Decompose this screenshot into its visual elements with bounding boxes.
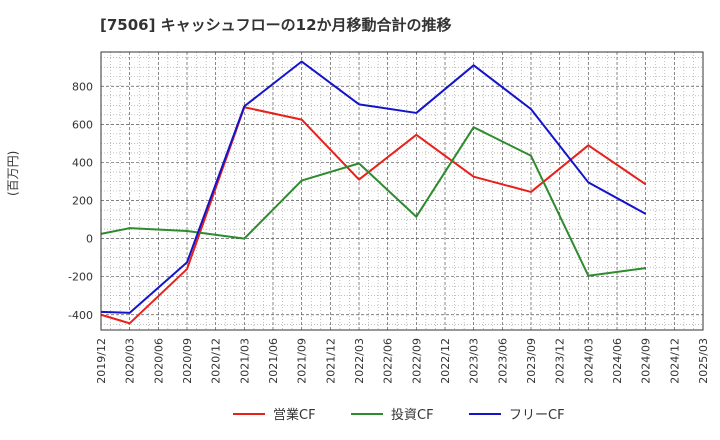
x-tick-label: 2020/03 xyxy=(124,338,137,384)
y-tick-label: 0 xyxy=(86,233,93,246)
legend-label: 営業CF xyxy=(273,407,316,423)
y-tick-label: -200 xyxy=(68,271,93,284)
x-tick-label: 2023/09 xyxy=(525,338,538,384)
x-tick-label: 2022/09 xyxy=(410,338,423,384)
x-tick-label: 2022/06 xyxy=(382,338,395,384)
x-tick-label: 2020/09 xyxy=(181,338,194,384)
series-line xyxy=(100,60,647,314)
y-tick-label: -400 xyxy=(68,309,93,322)
y-tick-label: 400 xyxy=(72,156,93,169)
x-tick-label: 2019/12 xyxy=(95,338,108,384)
x-tick-label: 2025/03 xyxy=(697,338,710,384)
x-tick-label: 2023/03 xyxy=(468,338,481,384)
series-lines xyxy=(100,60,647,325)
series-line xyxy=(100,106,647,325)
y-tick-label: 200 xyxy=(72,195,93,208)
y-tick-label: 800 xyxy=(72,80,93,93)
legend: 営業CF 投資CF フリーCF xyxy=(233,407,565,423)
x-tick-label: 2021/06 xyxy=(267,338,280,384)
chart-title: [7506] キャッシュフローの12か月移動合計の推移 xyxy=(100,16,452,34)
legend-label: 投資CF xyxy=(391,407,434,423)
x-tick-label: 2020/12 xyxy=(210,338,223,384)
x-tick-label: 2024/03 xyxy=(582,338,595,384)
x-tick-label: 2020/06 xyxy=(152,338,165,384)
x-tick-label: 2021/09 xyxy=(296,338,309,384)
plot-frame xyxy=(100,51,704,331)
x-tick-label: 2024/12 xyxy=(668,338,681,384)
grid-lines xyxy=(101,52,703,330)
x-tick-label: 2021/03 xyxy=(238,338,251,384)
x-tick-label: 2022/12 xyxy=(439,338,452,384)
x-tick-labels: 2019/12 2020/03 2020/06 2020/09 2020/12 2021/… xyxy=(95,338,710,384)
x-tick-label: 2024/09 xyxy=(640,338,653,384)
x-tick-label: 2022/03 xyxy=(353,338,366,384)
series-line xyxy=(100,126,646,277)
y-tick-labels: -400 -200 0 200 400 600 800 xyxy=(68,80,93,321)
x-tick-label: 2023/12 xyxy=(554,338,567,384)
x-tick-label: 2024/06 xyxy=(611,338,624,384)
y-tick-label: 600 xyxy=(72,118,93,131)
x-tick-label: 2021/12 xyxy=(324,338,337,384)
x-tick-label: 2023/06 xyxy=(496,338,509,384)
legend-label: フリーCF xyxy=(509,408,565,423)
